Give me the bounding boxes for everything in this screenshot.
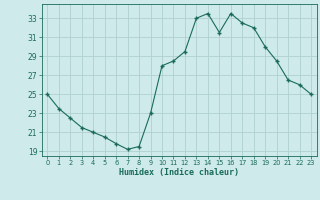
X-axis label: Humidex (Indice chaleur): Humidex (Indice chaleur) [119, 168, 239, 177]
